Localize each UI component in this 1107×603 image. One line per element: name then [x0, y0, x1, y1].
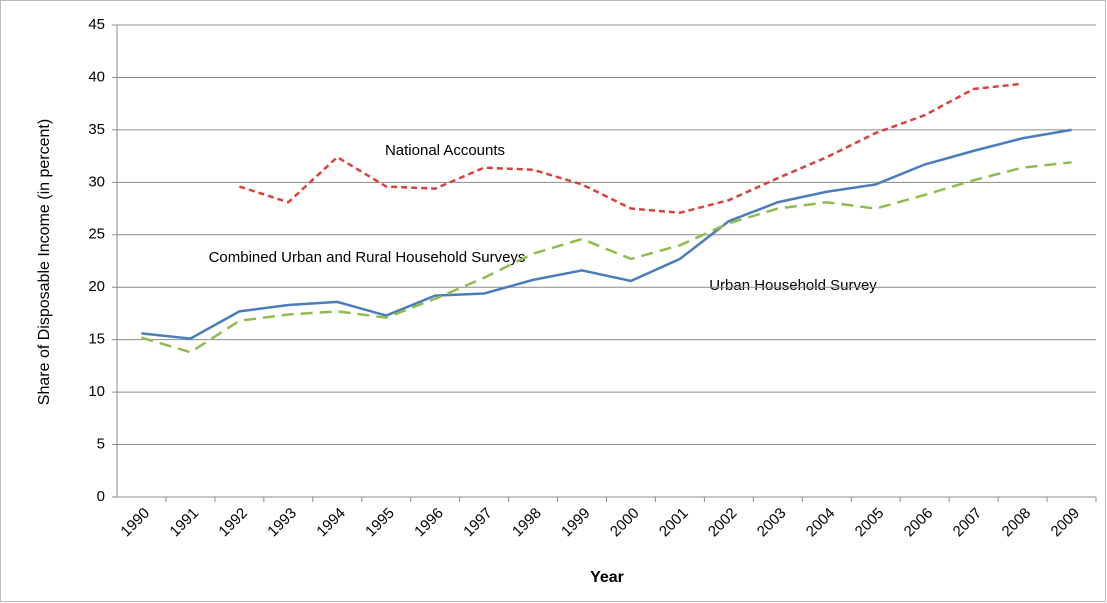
y-tick-label: 15: [88, 331, 105, 348]
y-tick-label: 40: [88, 68, 105, 85]
x-tick-label: 1995: [362, 505, 398, 541]
x-tick-label: 1999: [558, 505, 594, 541]
series-line: [141, 128, 1072, 340]
x-tick-label: 2008: [999, 505, 1035, 541]
x-tick-label: 2005: [852, 505, 888, 541]
x-tick-label: 2009: [1048, 505, 1084, 541]
x-tick-label: 1992: [215, 505, 251, 541]
x-axis-title: Year: [590, 569, 624, 586]
x-tick-label: 1993: [264, 505, 300, 541]
x-tick-label: 1997: [460, 505, 496, 541]
x-tick-label: 1994: [313, 505, 349, 541]
y-axis-title: Share of Disposable Income (in percent): [36, 119, 53, 405]
x-tick-label: 2002: [705, 505, 741, 541]
x-tick-label: 2007: [950, 505, 986, 541]
x-tick-label: 2000: [607, 505, 643, 541]
x-tick-label: 2004: [803, 505, 839, 541]
y-tick-label: 30: [88, 173, 105, 190]
x-tick-label: 1998: [509, 505, 545, 541]
y-tick-label: 10: [88, 383, 105, 400]
x-tick-label: 1996: [411, 505, 447, 541]
y-tick-label: 25: [88, 226, 105, 243]
y-tick-label: 35: [88, 121, 105, 138]
y-tick-label: 45: [88, 16, 105, 33]
series-line: [238, 82, 1023, 215]
annotation: National Accounts: [385, 142, 505, 159]
series-line: [141, 161, 1072, 354]
annotation: Urban Household Survey: [709, 277, 877, 294]
annotation: Combined Urban and Rural Household Surve…: [209, 249, 526, 266]
y-tick-label: 0: [97, 488, 105, 505]
y-tick-label: 5: [97, 436, 105, 453]
x-tick-label: 1991: [166, 505, 202, 541]
x-tick-label: 2006: [901, 505, 937, 541]
x-tick-label: 1990: [117, 505, 153, 541]
x-tick-label: 2003: [754, 505, 790, 541]
x-tick-label: 2001: [656, 505, 692, 541]
y-tick-label: 20: [88, 278, 105, 295]
